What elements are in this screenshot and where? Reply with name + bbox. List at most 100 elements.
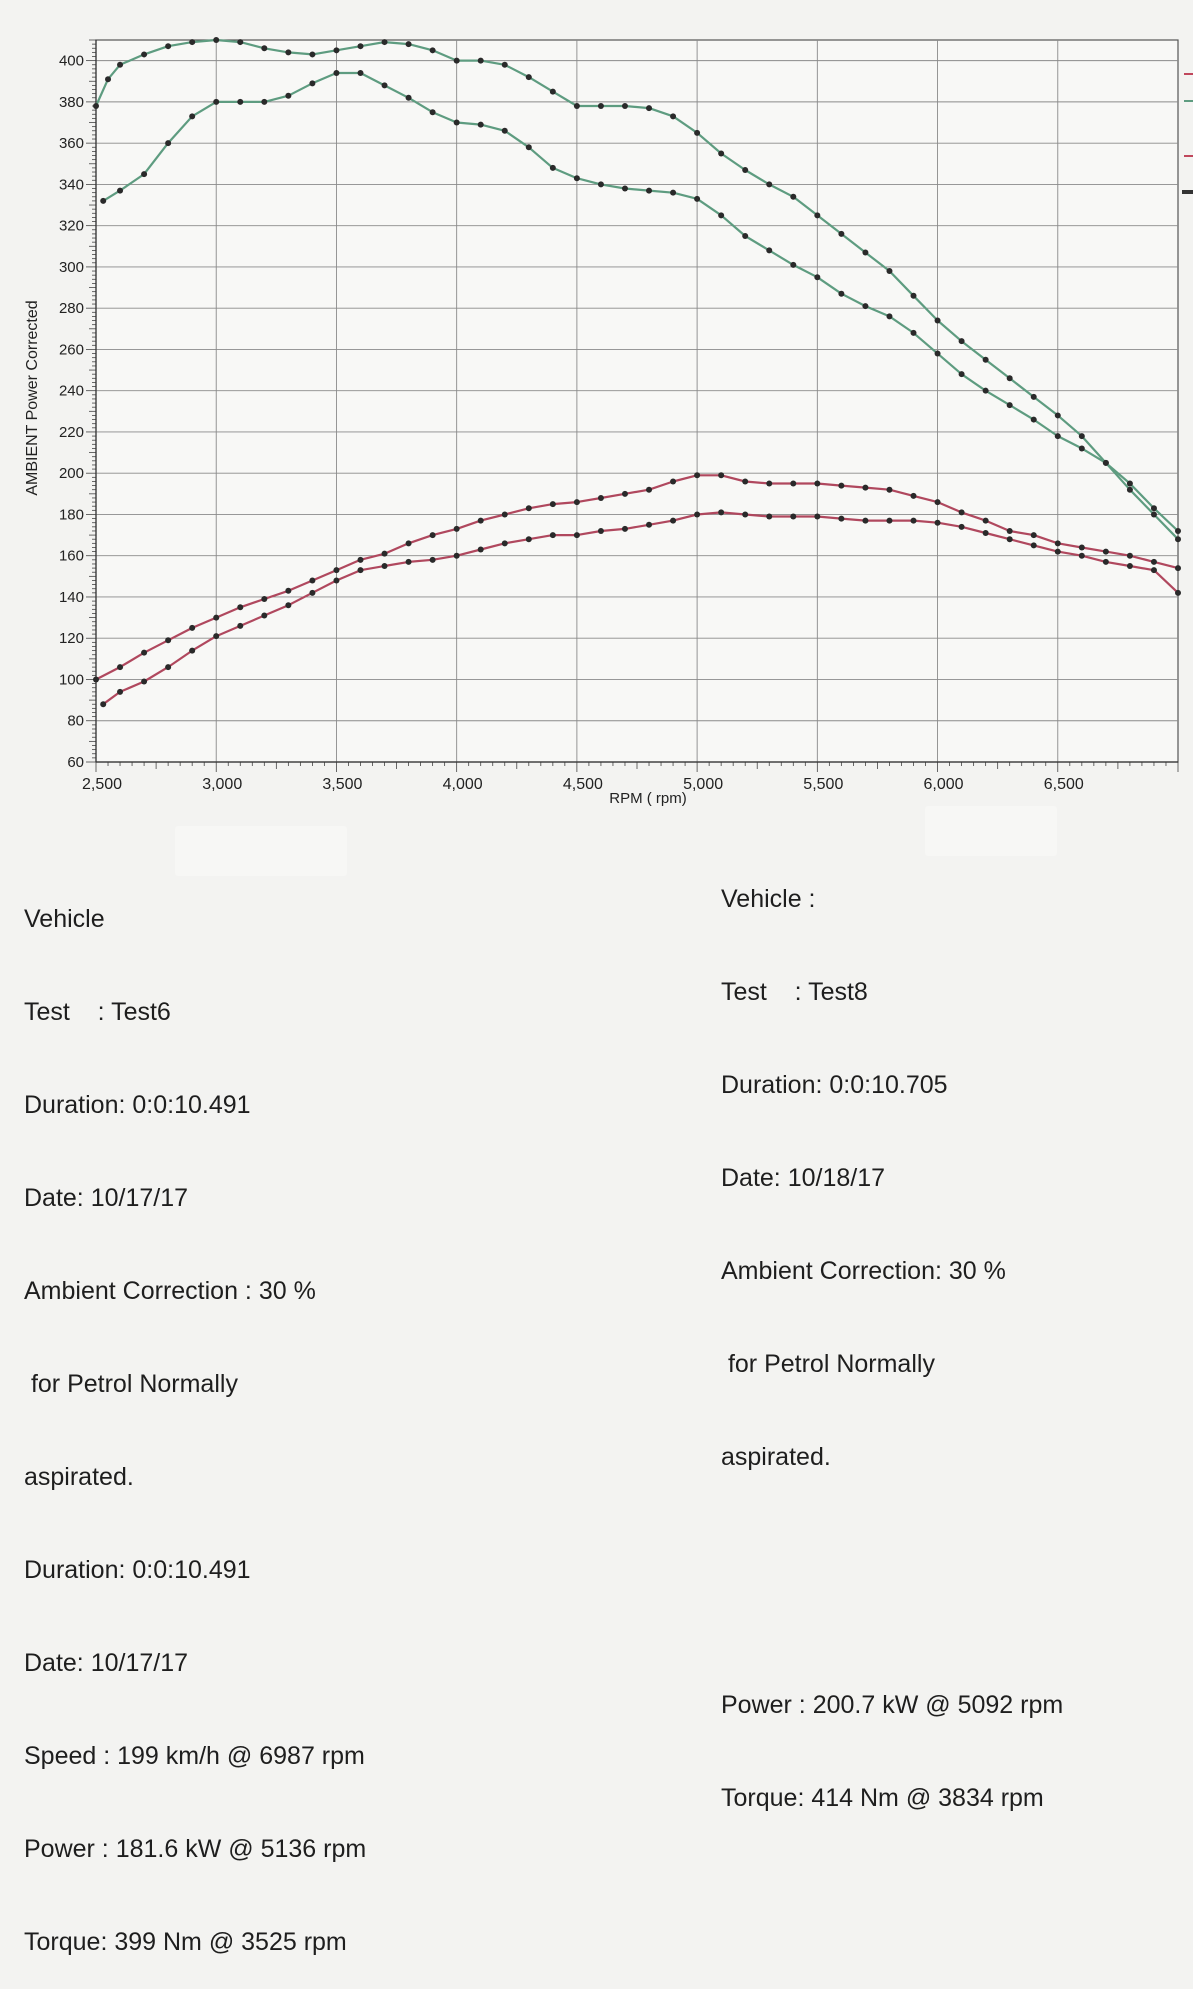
data-point (597, 494, 604, 501)
data-point (1126, 563, 1133, 570)
data-point (597, 527, 604, 534)
data-point (237, 39, 244, 46)
data-point (1006, 402, 1013, 409)
y-tick-label: 120 (59, 630, 84, 647)
info-line: Test : Test6 (24, 998, 171, 1026)
data-point (93, 103, 99, 110)
data-point (501, 127, 508, 134)
data-point (1030, 532, 1037, 539)
y-tick-label: 180 (59, 506, 84, 523)
data-point (309, 589, 316, 596)
data-point (646, 521, 653, 528)
test8-info: Vehicle : Test : Test8 Duration: 0:0:10.… (721, 822, 1063, 1845)
data-point (910, 492, 917, 499)
data-point (910, 517, 917, 524)
data-point (213, 37, 220, 43)
info-line: for Petrol Normally (24, 1370, 238, 1398)
info-line: Power : 181.6 kW @ 5136 rpm (24, 1835, 367, 1863)
data-point (621, 490, 628, 497)
y-tick-label: 360 (59, 135, 84, 152)
data-point (790, 480, 797, 487)
plot-frame (95, 39, 1179, 763)
data-point (573, 175, 580, 182)
data-point (1150, 558, 1157, 565)
data-point (165, 43, 172, 50)
data-point (910, 329, 917, 336)
info-line: Power : 200.7 kW @ 5092 rpm (721, 1691, 1064, 1719)
y-tick-label: 280 (59, 300, 84, 317)
y-tick-label: 100 (59, 671, 84, 688)
data-point (790, 513, 797, 520)
data-point (285, 587, 292, 594)
data-point (141, 171, 148, 178)
data-point (165, 140, 172, 147)
x-tick-label: 4,000 (443, 776, 483, 793)
data-point (982, 517, 989, 524)
data-point (766, 513, 773, 520)
data-point (718, 150, 725, 157)
data-point (838, 230, 845, 237)
data-point (213, 98, 220, 105)
y-tick-label: 400 (59, 53, 84, 70)
data-point (477, 546, 484, 553)
data-point (165, 664, 172, 671)
series-4 (100, 509, 1181, 708)
data-point (501, 61, 508, 68)
data-point (814, 480, 821, 487)
x-tick-label: 2,500 (82, 776, 122, 793)
series-layer (93, 37, 1181, 708)
data-point (1054, 433, 1061, 440)
data-point (573, 532, 580, 539)
y-tick-label: 240 (59, 383, 84, 400)
x-tick-label: 4,500 (563, 776, 603, 793)
info-line: for Petrol Normally (721, 1350, 935, 1378)
data-point (525, 74, 532, 81)
data-point (213, 614, 220, 621)
data-point (237, 604, 244, 611)
data-point (958, 523, 965, 530)
data-point (105, 76, 112, 83)
data-point (213, 633, 220, 640)
data-point (886, 486, 893, 493)
data-point (357, 70, 364, 77)
data-point (1054, 540, 1061, 547)
data-point (141, 649, 148, 656)
data-point (357, 43, 364, 50)
data-point (646, 486, 653, 493)
data-point (405, 558, 412, 565)
info-line: Speed : 199 km/h @ 6987 rpm (24, 1742, 365, 1770)
data-point (477, 121, 484, 128)
data-point (766, 247, 773, 254)
data-point (333, 70, 340, 77)
data-point (117, 187, 124, 194)
data-point (597, 103, 604, 110)
data-point (934, 317, 941, 324)
data-point (261, 596, 268, 603)
data-point (1102, 459, 1109, 466)
legend-mark-red-2 (1184, 155, 1193, 157)
data-point (381, 82, 388, 89)
data-point (117, 61, 124, 68)
data-point (525, 144, 532, 151)
data-point (934, 519, 941, 526)
x-tick-label: 6,500 (1044, 776, 1084, 793)
data-point (573, 103, 580, 110)
data-point (1175, 536, 1181, 543)
y-tick-label: 260 (59, 341, 84, 358)
data-point (453, 525, 460, 532)
y-tick-label: 80 (67, 713, 84, 730)
series-3 (93, 472, 1181, 683)
data-point (1126, 552, 1133, 559)
data-point (381, 550, 388, 557)
data-point (309, 80, 316, 87)
data-point (790, 261, 797, 268)
x-tick-label: 5,000 (683, 776, 723, 793)
series-line (102, 511, 1179, 706)
legend-mark-red (1184, 73, 1193, 75)
data-point (93, 676, 99, 683)
data-point (381, 563, 388, 570)
data-point (742, 232, 749, 239)
data-point (646, 187, 653, 194)
data-point (189, 39, 196, 46)
plot-area (95, 39, 1179, 763)
